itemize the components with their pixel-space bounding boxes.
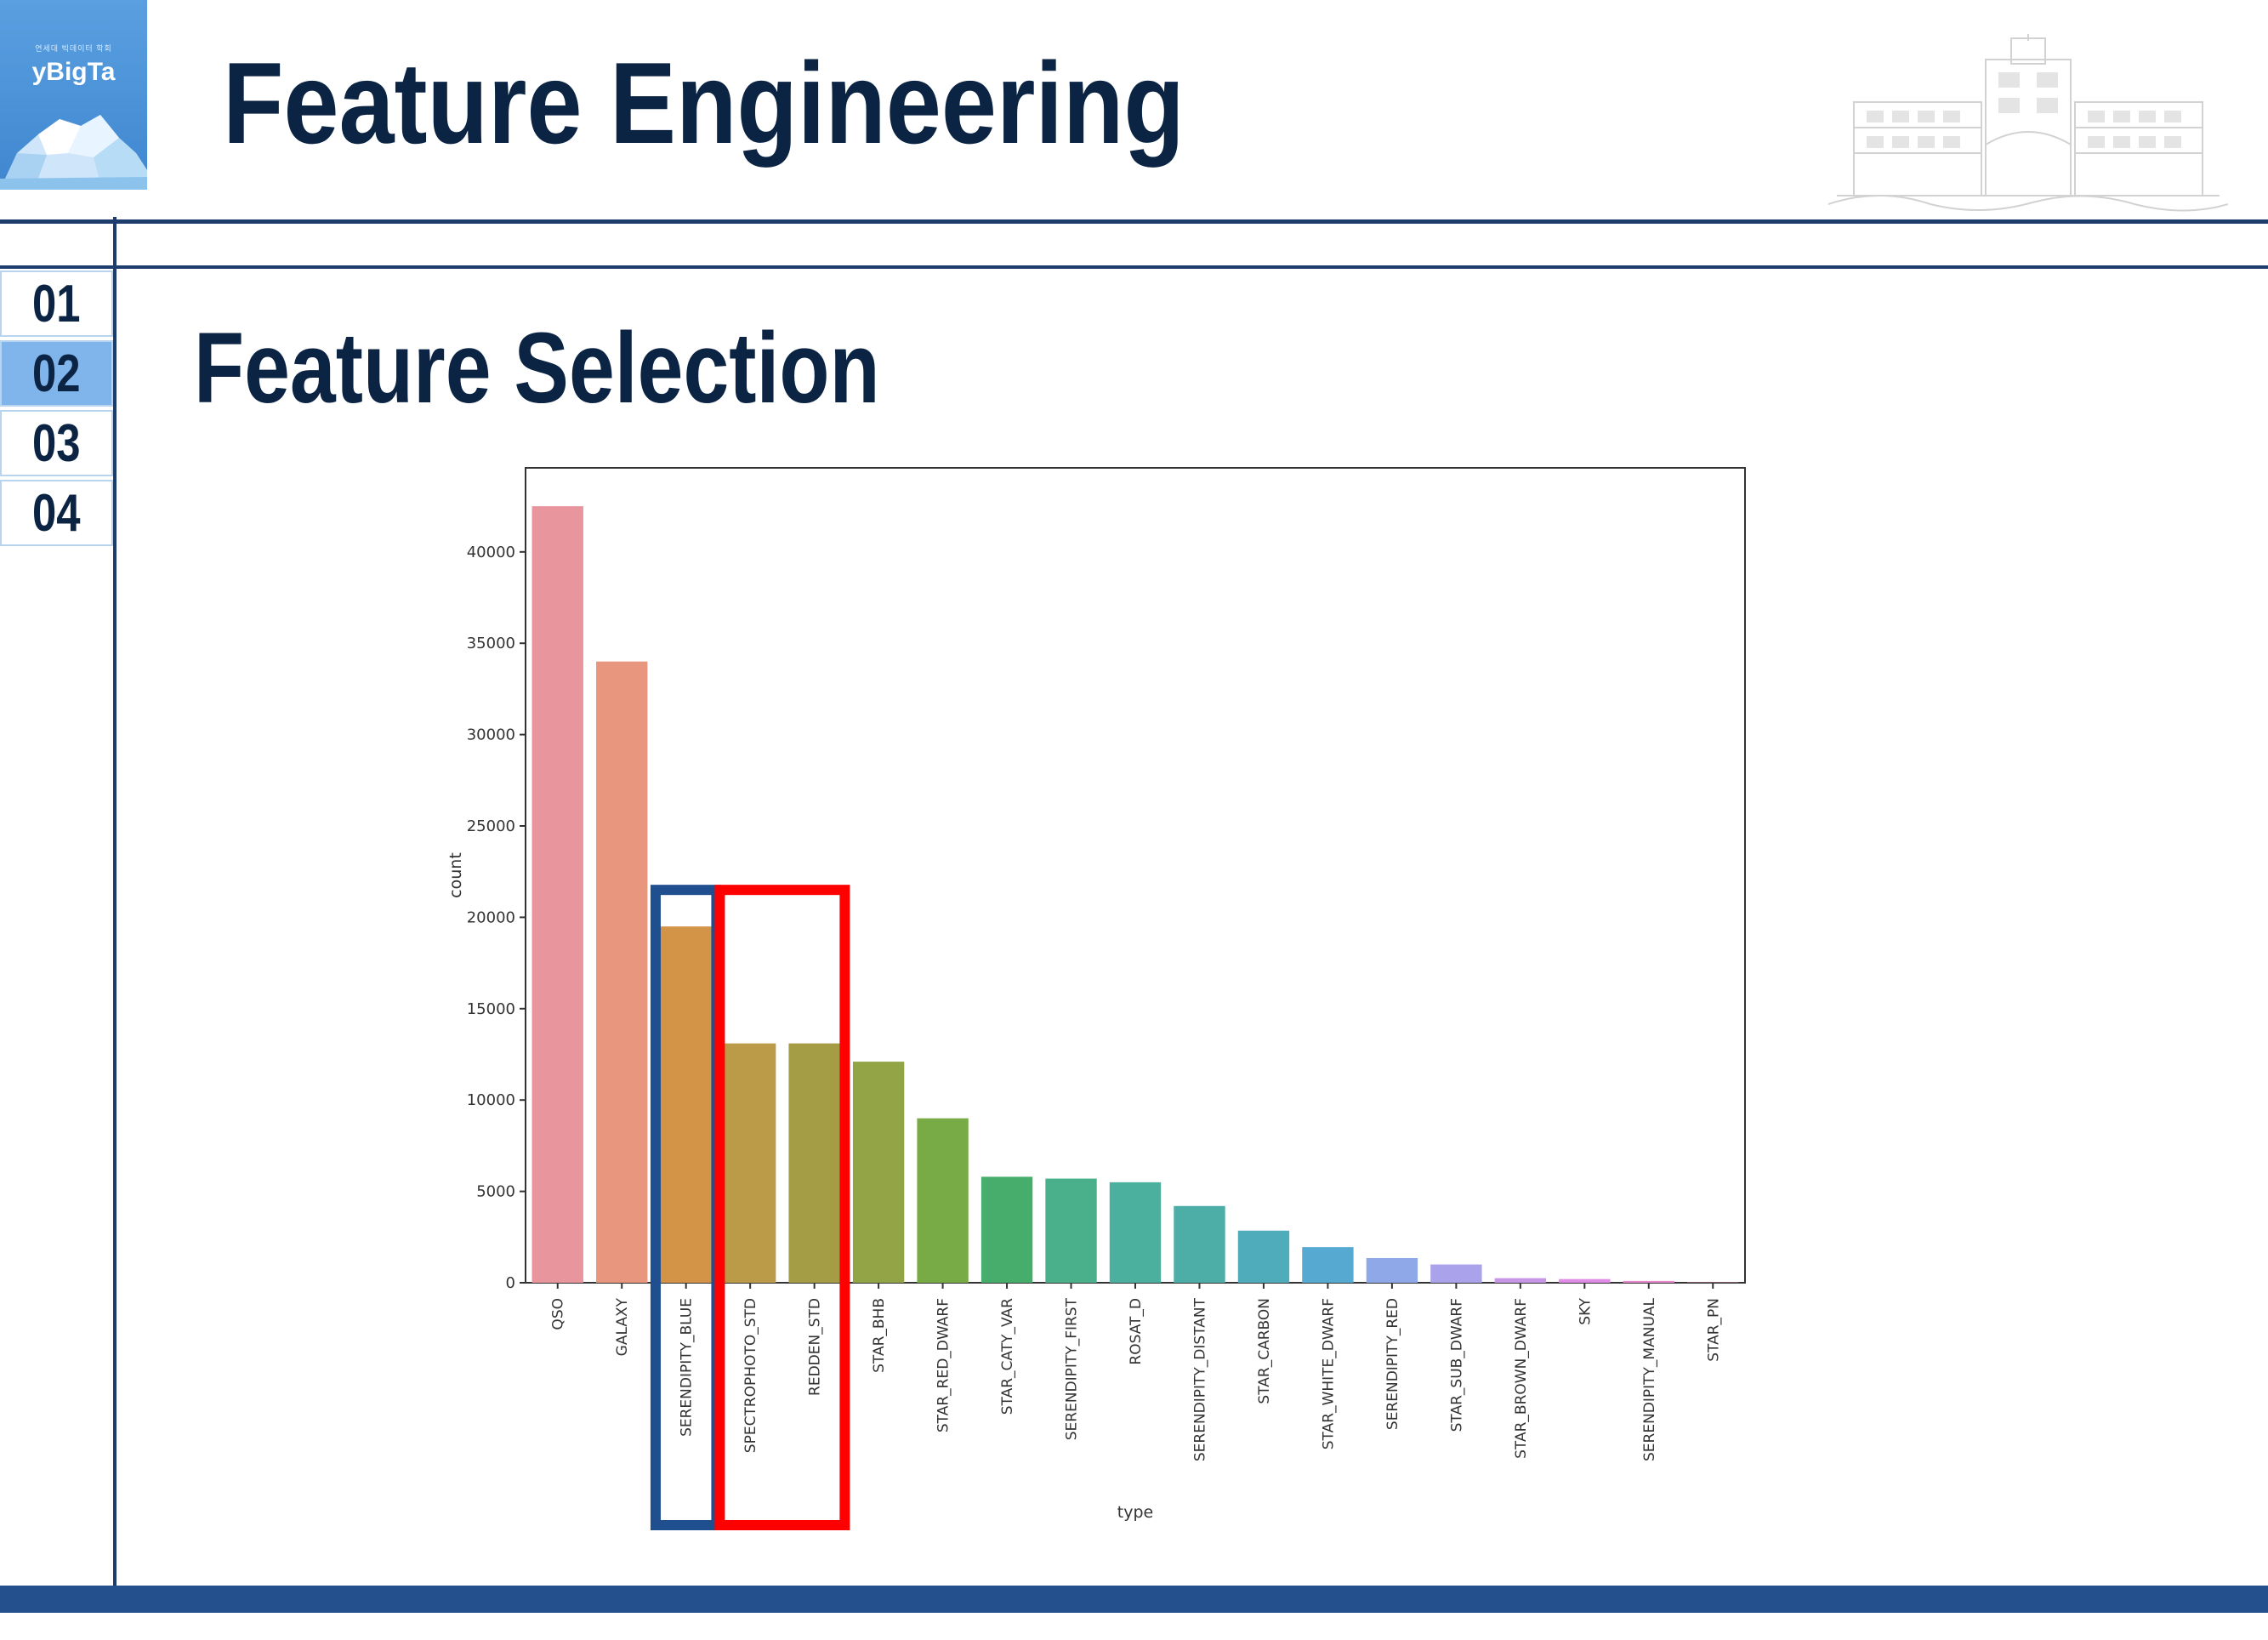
bar-serendipity-manual: [1623, 1280, 1674, 1283]
x-tick-label: SERENDIPITY_FIRST: [1064, 1297, 1081, 1440]
type-count-bar-chart: 0 5000 10000 15000 20000 25000 30000 35000 40000…: [446, 467, 1746, 1530]
x-tick-label: STAR_BHB: [871, 1298, 888, 1373]
x-axis-label: type: [1117, 1503, 1153, 1522]
nav-item-04[interactable]: 04: [0, 480, 113, 546]
nav-item-01[interactable]: 01: [0, 270, 113, 337]
subheader-rule: [0, 265, 2268, 269]
page-title: Feature Engineering: [223, 38, 1185, 168]
bar-serendipity-red: [1366, 1258, 1418, 1283]
x-tick-label: STAR_CATY_VAR: [999, 1298, 1016, 1415]
x-tick-label: SERENDIPITY_RED: [1384, 1298, 1401, 1430]
x-tick-label: SERENDIPITY_DISTANT: [1191, 1297, 1208, 1461]
iceberg-icon: [0, 115, 147, 190]
nav-item-label: 02: [32, 344, 81, 403]
x-tick-label: STAR_RED_DWARF: [935, 1298, 952, 1432]
bar-star-white-dwarf: [1302, 1247, 1354, 1283]
y-tick-label: 40000: [467, 544, 515, 561]
sidebar-divider: [113, 217, 117, 1586]
bar-galaxy: [596, 661, 648, 1283]
y-tick-label: 30000: [467, 726, 515, 744]
logo-wordmark: yBigTa: [31, 58, 116, 86]
y-tick-label: 25000: [467, 817, 515, 835]
x-tick-label: STAR_SUB_DWARF: [1448, 1298, 1465, 1432]
university-building-watermark: [1828, 34, 2228, 212]
x-tick-label: STAR_PN: [1705, 1298, 1722, 1362]
x-tick-label: SERENDIPITY_BLUE: [679, 1298, 696, 1437]
nav-item-label: 04: [32, 483, 81, 543]
bar-redden-std: [788, 1043, 840, 1283]
section-nav: 01 02 03 04: [0, 270, 113, 550]
y-tick-label: 15000: [467, 1000, 515, 1018]
bar-sky: [1559, 1278, 1611, 1283]
nav-item-label: 03: [32, 413, 81, 473]
x-tick-label: STAR_BROWN_DWARF: [1513, 1298, 1530, 1459]
bar-serendipity-distant: [1174, 1205, 1225, 1283]
bar-rosat-d: [1109, 1182, 1162, 1283]
x-tick-label: QSO: [550, 1298, 567, 1330]
y-tick-label: 0: [506, 1274, 515, 1292]
bar-star-sub-dwarf: [1430, 1264, 1482, 1283]
bar-serendipity-first: [1045, 1178, 1097, 1283]
bar-serendipity-blue: [660, 926, 712, 1283]
section-title: Feature Selection: [194, 312, 880, 424]
bar-spectrophoto-std: [724, 1043, 776, 1283]
ybigta-logo: 연세대 빅데이터 학회 yBigTa: [0, 0, 147, 190]
nav-item-03[interactable]: 03: [0, 410, 113, 476]
x-tick-label: ROSAT_D: [1128, 1298, 1145, 1365]
y-tick-label: 10000: [467, 1091, 515, 1109]
y-tick-label: 20000: [467, 908, 515, 926]
bar-star-bhb: [852, 1062, 905, 1283]
x-tick-label: GALAXY: [614, 1297, 631, 1356]
x-tick-label: SPECTROPHOTO_STD: [742, 1298, 759, 1453]
x-tick-label: STAR_WHITE_DWARF: [1320, 1298, 1337, 1449]
y-axis-label: count: [446, 852, 465, 898]
logo-tagline: 연세대 빅데이터 학회: [35, 44, 112, 53]
highlight-box-2: [714, 885, 850, 1530]
header-rule: [0, 219, 2268, 224]
x-tick-label: SERENDIPITY_MANUAL: [1641, 1297, 1658, 1461]
nav-item-02[interactable]: 02: [0, 340, 113, 407]
footer-bar: [0, 1586, 2268, 1613]
bar-star-carbon: [1237, 1230, 1290, 1283]
y-tick-label: 35000: [467, 635, 515, 652]
bar-star-brown-dwarf: [1494, 1278, 1547, 1283]
nav-item-label: 01: [32, 274, 81, 333]
x-tick-label: SKY: [1577, 1297, 1594, 1324]
bar-star-red-dwarf: [917, 1118, 969, 1283]
bar-qso: [531, 506, 583, 1283]
x-tick-label: REDDEN_STD: [807, 1298, 824, 1396]
x-tick-label: STAR_CARBON: [1256, 1298, 1273, 1404]
bar-star-caty-var: [981, 1176, 1033, 1283]
y-tick-label: 5000: [476, 1183, 515, 1201]
